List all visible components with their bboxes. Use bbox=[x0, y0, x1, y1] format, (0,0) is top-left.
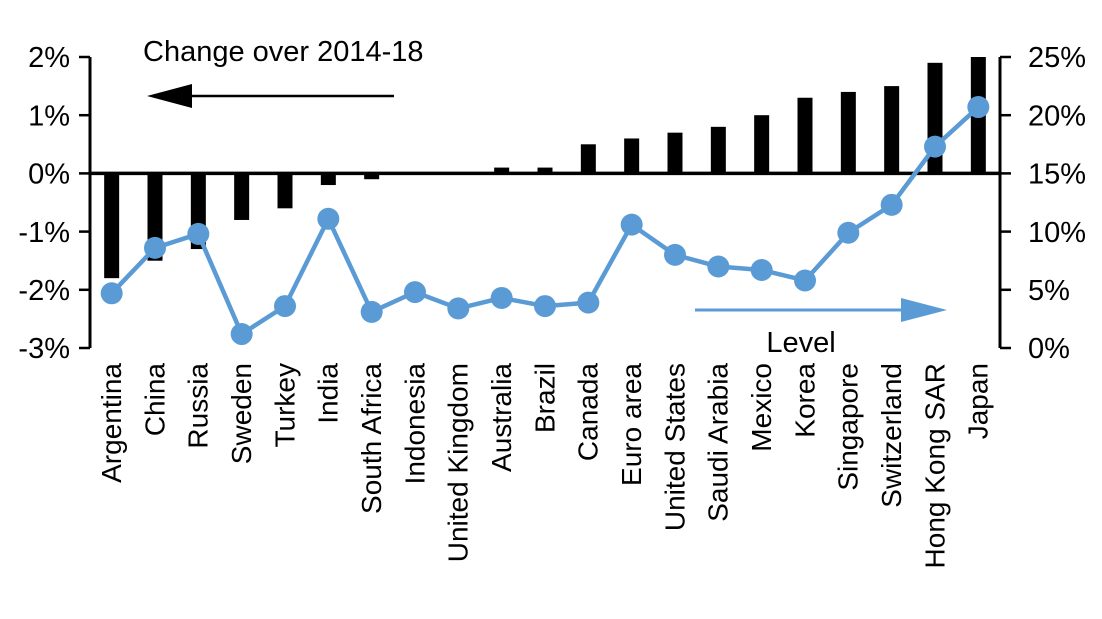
bar-argentina bbox=[104, 173, 120, 279]
level-marker-euro-area bbox=[620, 213, 643, 236]
x-axis-label-switzerland: Switzerland bbox=[876, 363, 907, 508]
x-axis-label-canada: Canada bbox=[573, 363, 604, 462]
level-marker-hong-kong-sar bbox=[924, 135, 946, 158]
level-marker-united-kingdom bbox=[447, 297, 470, 320]
x-axis-label-saudi-arabia: Saudi Arabia bbox=[703, 363, 734, 522]
level-marker-sweden bbox=[230, 323, 253, 346]
x-axis-label-brazil: Brazil bbox=[529, 363, 560, 433]
bar-south-africa bbox=[364, 173, 380, 180]
level-marker-turkey bbox=[274, 295, 296, 318]
left-axis-tick-label: -2% bbox=[18, 275, 70, 307]
right-axis-tick-label: 0% bbox=[1028, 333, 1070, 365]
right-axis-tick-label: 5% bbox=[1028, 275, 1070, 307]
bar-switzerland bbox=[884, 86, 900, 174]
bar-brazil bbox=[537, 167, 553, 174]
bar-united-states bbox=[667, 132, 683, 174]
x-axis-label-china: China bbox=[139, 363, 170, 437]
right-axis-tick-label: 15% bbox=[1028, 159, 1086, 191]
level-marker-mexico bbox=[750, 259, 773, 282]
bar-australia bbox=[494, 167, 510, 174]
level-marker-korea bbox=[794, 269, 816, 292]
bar-canada bbox=[580, 144, 596, 174]
level-marker-indonesia bbox=[404, 281, 426, 304]
bar-euro-area bbox=[624, 138, 640, 174]
level-marker-russia bbox=[187, 222, 210, 245]
x-axis-label-united-states: United States bbox=[659, 363, 690, 531]
right-arrow-icon bbox=[901, 298, 947, 322]
x-axis-label-euro-area: Euro area bbox=[616, 363, 647, 486]
level-marker-argentina bbox=[100, 282, 123, 305]
level-marker-united-states bbox=[664, 243, 686, 266]
level-marker-brazil bbox=[534, 295, 556, 318]
x-axis-label-japan: Japan bbox=[963, 363, 994, 439]
line-series-annotation-label: Level bbox=[766, 327, 835, 359]
x-axis-label-mexico: Mexico bbox=[746, 363, 777, 452]
right-axis-tick-label: 10% bbox=[1028, 217, 1086, 249]
x-axis-label-sweden: Sweden bbox=[226, 363, 257, 464]
level-marker-saudi-arabia bbox=[707, 255, 730, 278]
x-axis-label-russia: Russia bbox=[183, 363, 214, 449]
level-marker-japan bbox=[967, 96, 990, 119]
level-marker-south-africa bbox=[360, 300, 383, 323]
left-axis-tick-label: 2% bbox=[28, 42, 70, 74]
bar-saudi-arabia bbox=[710, 126, 726, 174]
bar-mexico bbox=[754, 115, 770, 174]
x-axis-label-south-africa: South Africa bbox=[356, 363, 387, 514]
right-axis-tick-label: 20% bbox=[1028, 100, 1086, 132]
x-axis-label-korea: Korea bbox=[789, 363, 820, 438]
x-axis-label-turkey: Turkey bbox=[269, 363, 300, 448]
level-marker-india bbox=[317, 207, 340, 230]
level-marker-canada bbox=[577, 291, 600, 314]
x-axis-label-indonesia: Indonesia bbox=[399, 363, 430, 485]
bar-singapore bbox=[840, 91, 856, 174]
level-marker-singapore bbox=[837, 221, 860, 244]
x-axis-label-argentina: Argentina bbox=[96, 363, 127, 483]
level-marker-china bbox=[144, 236, 166, 259]
x-axis-label-united-kingdom: United Kingdom bbox=[443, 363, 474, 562]
level-marker-australia bbox=[490, 286, 513, 309]
x-axis-label-hong-kong-sar: Hong Kong SAR bbox=[919, 363, 950, 568]
right-axis-tick-label: 25% bbox=[1028, 42, 1086, 74]
bar-sweden bbox=[234, 173, 250, 220]
left-arrow-icon bbox=[147, 84, 192, 108]
left-axis-tick-label: 0% bbox=[28, 159, 70, 191]
x-axis-label-australia: Australia bbox=[486, 363, 517, 472]
left-axis-tick-label: 1% bbox=[28, 100, 70, 132]
bar-india bbox=[320, 173, 336, 186]
bar-series-annotation-label: Change over 2014-18 bbox=[143, 36, 424, 68]
left-axis-tick-label: -1% bbox=[18, 217, 70, 249]
bar-turkey bbox=[277, 173, 293, 209]
bar-korea bbox=[797, 97, 813, 174]
left-axis-tick-label: -3% bbox=[18, 333, 70, 365]
x-axis-label-singapore: Singapore bbox=[833, 363, 864, 491]
x-axis-label-india: India bbox=[313, 363, 344, 424]
level-marker-switzerland bbox=[880, 193, 903, 216]
